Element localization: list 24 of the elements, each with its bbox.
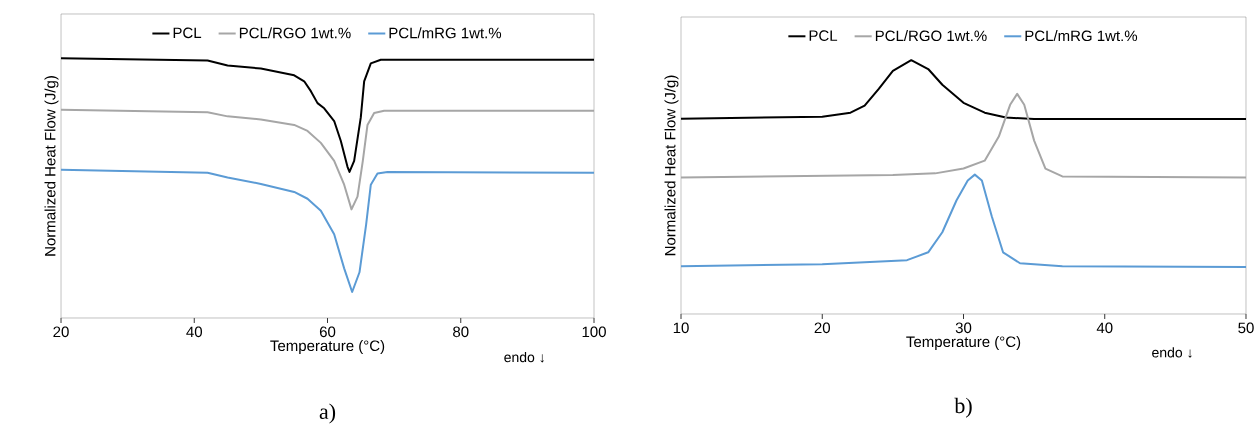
text: endo ↓ [504, 351, 544, 363]
text: a) [319, 403, 336, 424]
legend-label: PCL/mRG 1wt.% [1025, 30, 1138, 42]
x-tick-label: 10 [673, 322, 689, 334]
legend-label: PCL [173, 27, 202, 39]
text: endo ↓ [1152, 347, 1192, 358]
x-axis-title: Temperature (°C) [270, 340, 385, 354]
text: b) [954, 397, 972, 418]
legend-label: PCL/RGO 1wt.% [875, 30, 987, 42]
x-tick-label: 50 [1238, 322, 1254, 334]
x-tick-label: 60 [319, 326, 336, 338]
legend-label: PCL/RGO 1wt.% [239, 27, 351, 39]
x-tick-label: 20 [53, 326, 69, 338]
x-tick-label: 80 [453, 326, 469, 338]
y-axis-title: Normalized Heat Flow (J/g) [44, 76, 59, 256]
x-tick-label: 100 [582, 326, 606, 338]
x-tick-label: 40 [1096, 322, 1113, 334]
x-tick-label: 20 [814, 322, 830, 334]
y-axis-title: Normalized Heat Flow (J/g) [664, 75, 679, 256]
x-tick-label: 40 [186, 326, 203, 338]
legend-label: PCL [809, 30, 838, 41]
x-tick-label: 30 [955, 322, 972, 334]
legend-label: PCL/mRG 1wt.% [389, 27, 502, 39]
x-axis-title: Temperature (°C) [906, 336, 1021, 350]
